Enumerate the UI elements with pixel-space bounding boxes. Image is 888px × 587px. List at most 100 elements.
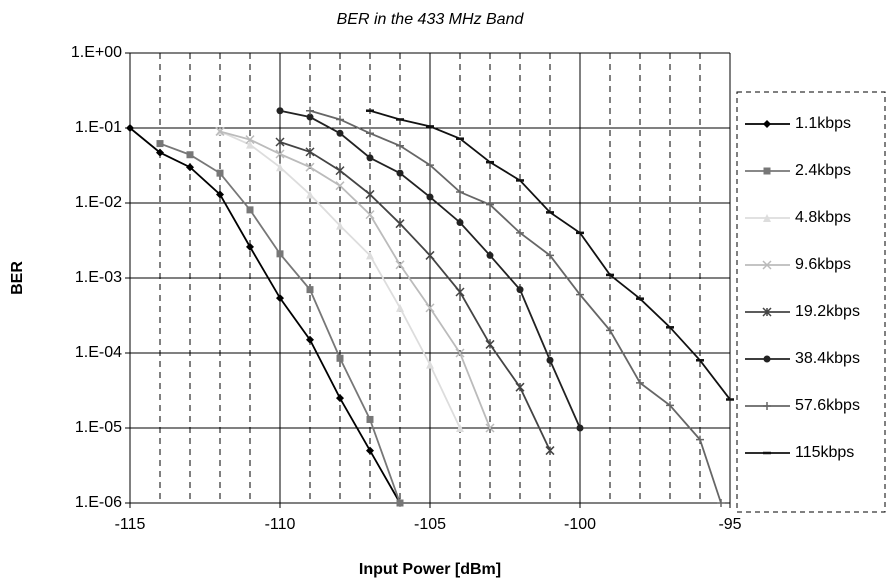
y-tick-label: 1.E-01 [75,119,122,136]
marker [762,260,772,270]
marker [366,129,374,138]
legend-box [736,91,886,513]
x-tick-label: -100 [564,516,596,533]
series-line [309,109,722,504]
marker [276,294,284,303]
marker [763,120,771,128]
marker [215,126,225,136]
marker [762,307,772,317]
series-line [219,130,491,429]
legend-label: 115kbps [795,444,854,461]
marker [456,218,464,226]
marker [396,499,404,507]
marker [456,424,464,432]
series-line [279,141,551,451]
marker [306,286,314,294]
marker [456,188,464,197]
marker [336,394,344,403]
marker [306,190,314,199]
marker [126,124,134,132]
marker [545,446,555,456]
marker [717,499,725,507]
marker [396,303,404,312]
legend-label: 4.8kbps [795,209,851,226]
marker [395,260,405,270]
marker [516,286,524,294]
legend-label: 1.1kbps [795,115,851,132]
marker [763,355,771,363]
marker [666,401,674,410]
marker [606,326,614,335]
marker [366,446,374,455]
marker [485,423,495,433]
marker [245,135,255,145]
marker [156,140,164,148]
marker [365,189,375,199]
y-axis-label: BER [9,261,26,295]
marker [276,107,284,115]
x-tick-label: -105 [414,516,446,533]
marker [335,166,345,176]
marker [335,181,345,191]
x-tick-label: -95 [718,516,741,533]
marker [186,151,194,159]
marker [336,115,344,124]
marker [246,242,254,251]
marker [485,339,495,349]
marker [336,354,344,362]
marker [275,149,285,159]
y-tick-label: 1.E-05 [75,419,122,436]
marker [425,250,435,260]
marker [486,200,494,209]
marker [426,360,434,369]
marker [396,169,404,177]
marker [696,435,704,444]
marker [366,154,374,162]
legend-label: 38.4kbps [795,350,860,367]
x-axis-label: Input Power [dBm] [359,561,501,578]
legend-label: 2.4kbps [795,162,851,179]
marker [156,148,164,157]
marker [305,162,315,172]
marker [455,287,465,297]
marker [425,303,435,313]
y-tick-label: 1.E-04 [75,344,122,361]
marker [276,163,284,172]
marker [246,206,254,214]
marker [366,251,374,260]
legend-label: 19.2kbps [795,303,860,320]
legend-label: 9.6kbps [795,256,851,273]
x-tick-label: -115 [115,516,146,533]
marker [516,228,524,237]
marker [763,214,771,222]
marker [306,113,314,121]
marker [246,140,254,149]
y-tick-label: 1.E+00 [71,44,122,61]
y-tick-label: 1.E-02 [75,194,122,211]
marker [486,251,494,259]
y-tick-label: 1.E-03 [75,269,122,286]
marker [305,147,315,157]
marker [395,219,405,229]
chart-title: BER in the 433 MHz Band [337,11,525,28]
marker [396,141,404,150]
marker [426,193,434,201]
marker [216,169,224,177]
marker [216,190,224,199]
marker [306,335,314,344]
series-line [129,127,401,504]
marker [455,348,465,358]
y-tick-label: 1.E-06 [75,494,122,511]
marker [576,424,584,432]
legend-label: 57.6kbps [795,397,860,414]
marker [366,415,374,423]
marker [576,290,584,299]
marker [636,378,644,387]
marker [546,251,554,260]
marker [336,221,344,230]
marker [365,210,375,220]
marker [763,167,771,175]
marker [426,161,434,170]
marker [336,129,344,137]
